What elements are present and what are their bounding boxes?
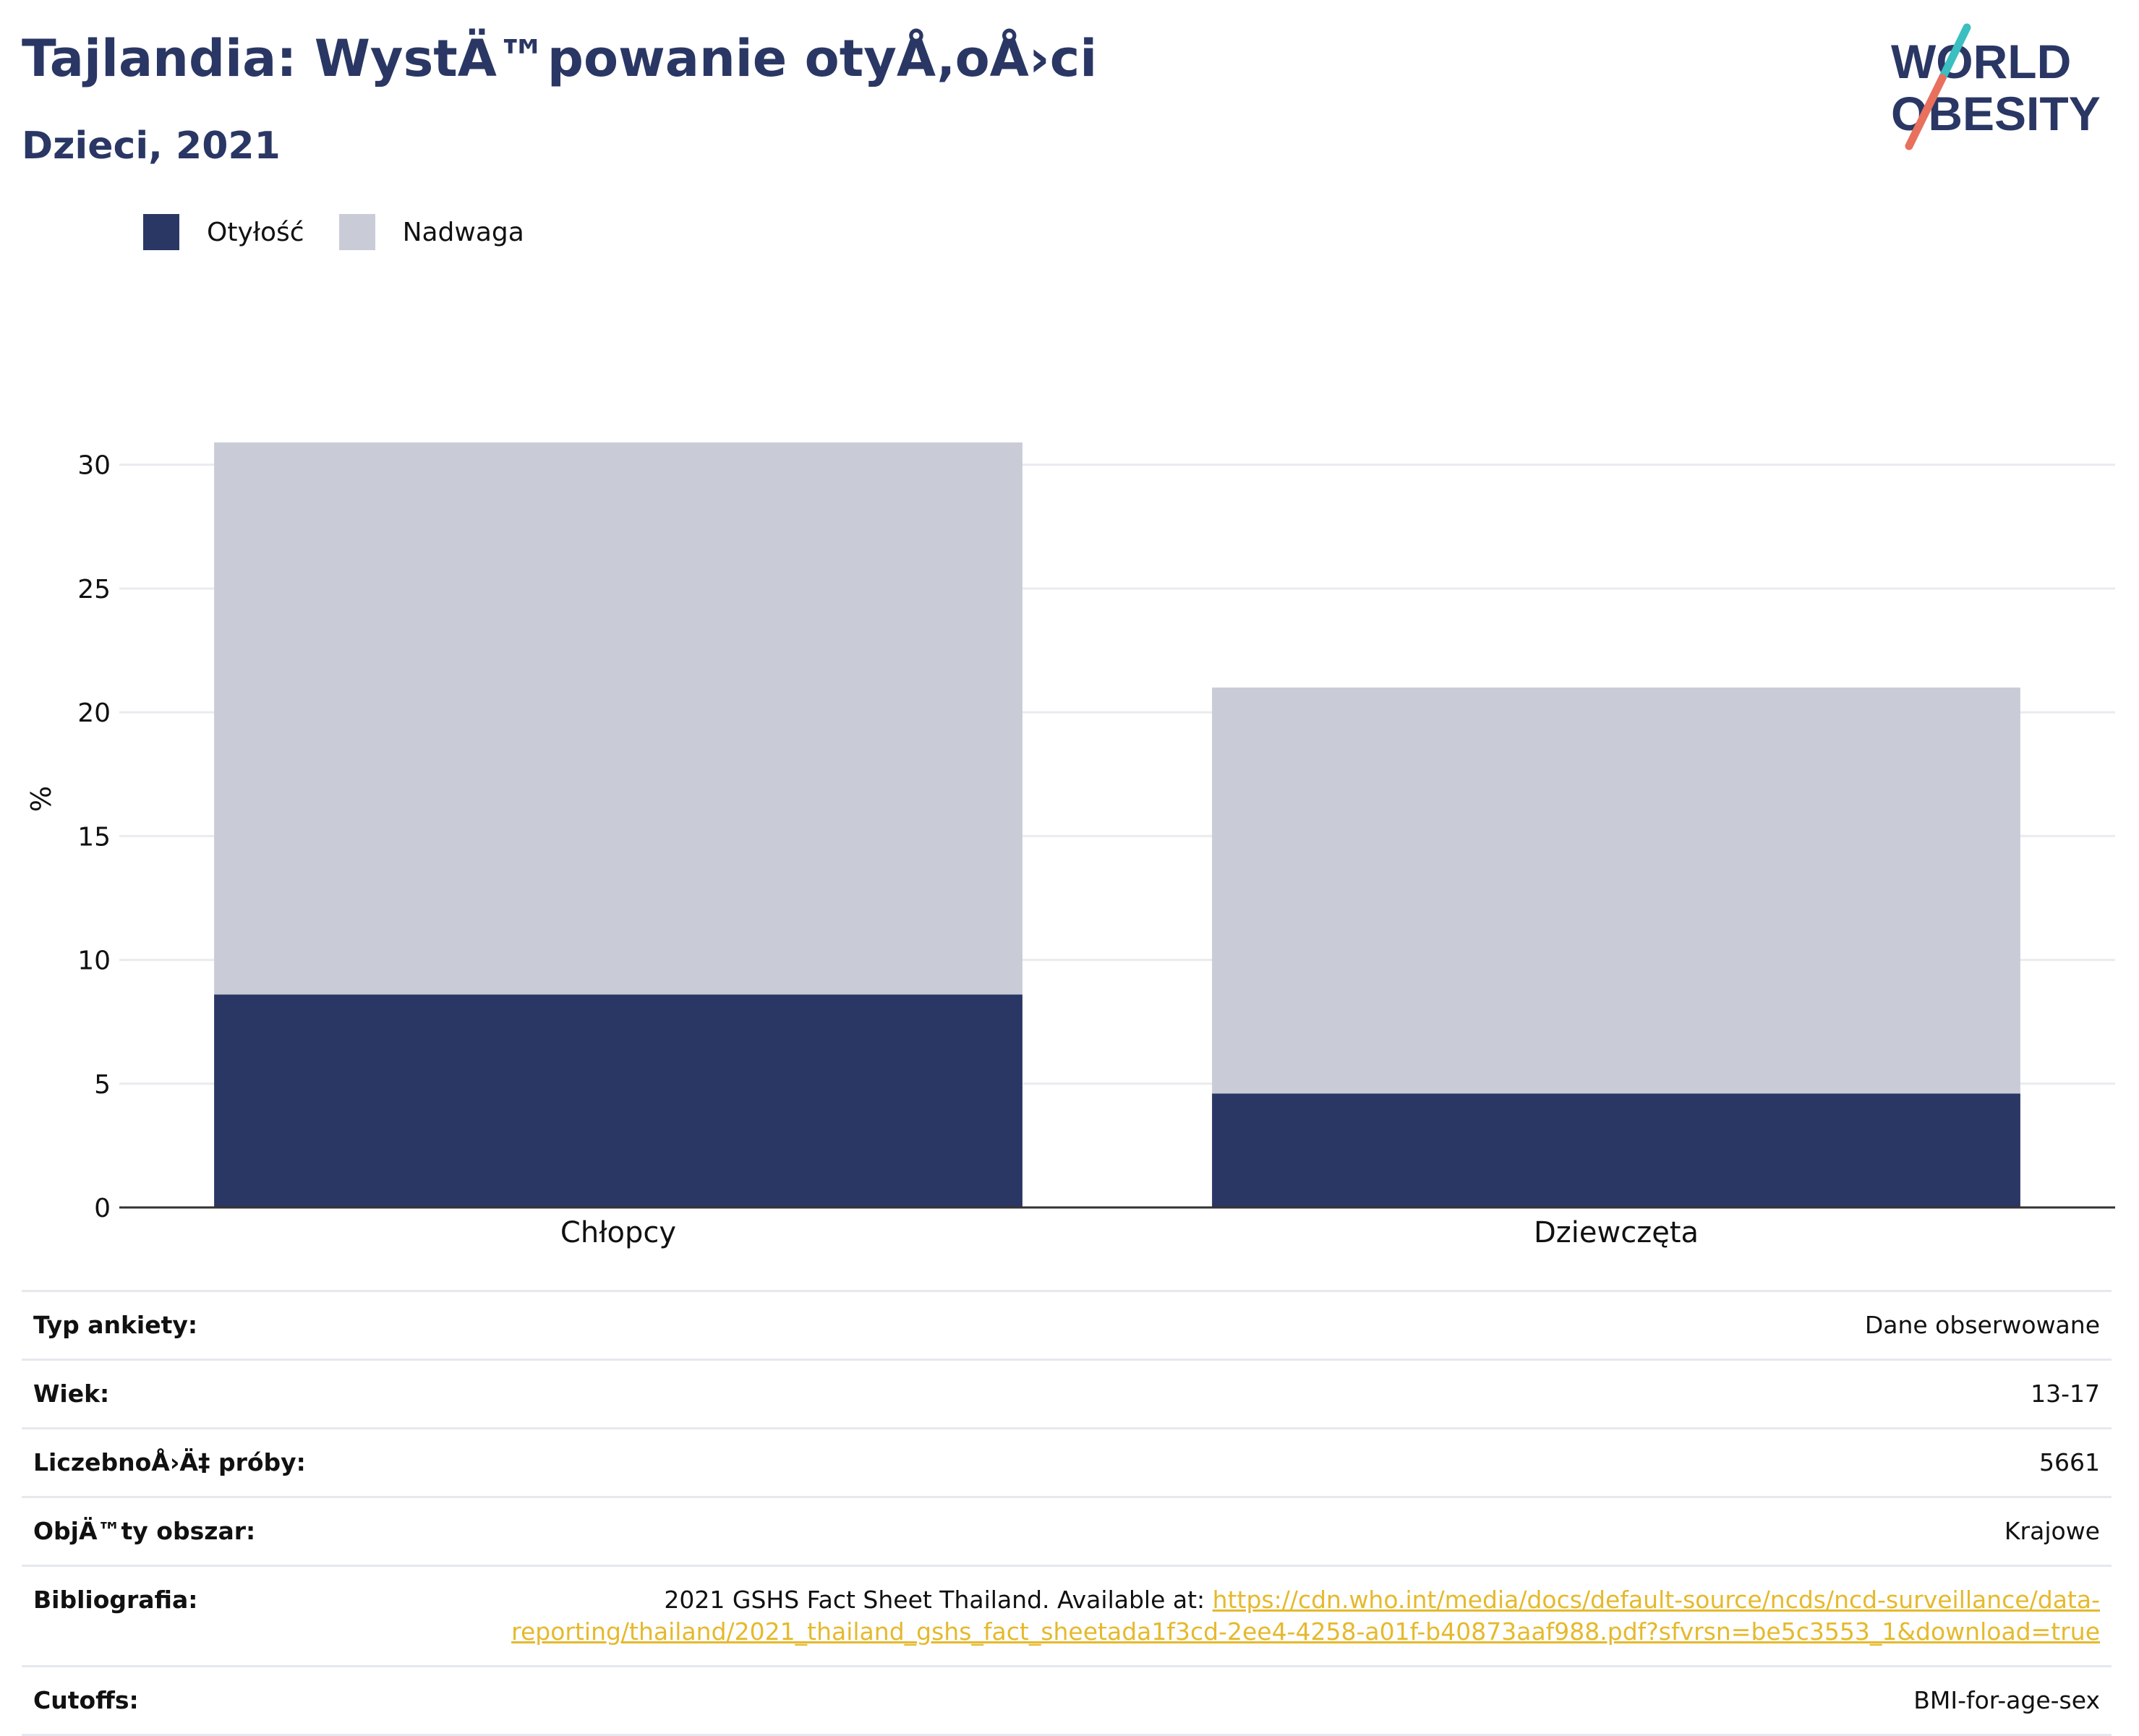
table-row: ObjÄ™ty obszar: Krajowe [22,1497,2112,1566]
table-row: Typ ankiety: Dane obserwowane [22,1291,2112,1360]
legend-label-overweight: Nadwaga [402,217,524,247]
logo-line-1: WORLD [1891,35,2071,88]
info-value: Krajowe [2004,1517,2100,1545]
info-key: LiczebnoÅ›Ä‡ próby: [33,1448,306,1476]
y-tick-label: 15 [77,822,111,852]
info-value: 13-17 [2031,1380,2100,1408]
info-key: Typ ankiety: [33,1311,198,1339]
world-obesity-logo: WORLD OBESITY [1891,23,2101,150]
stacked-bar-chart: 0 5 10 15 20 25 30% Chłopcy Dziewczęta [25,442,2115,1249]
table-row: Wiek: 13-17 [22,1359,2112,1429]
survey-info-table: Typ ankiety: Dane obserwowane Wiek: 13-1… [22,1290,2112,1736]
bar-overweight-girls [1212,687,2020,1094]
logo-slash-top [1938,23,1971,82]
info-key: Bibliografia: [33,1586,198,1614]
info-value: Dane obserwowane [1864,1311,2100,1339]
y-tick-label: 30 [77,451,111,481]
chart-subtitle: Dzieci, 2021 [22,124,281,168]
chart-title: Tajlandia: WystÄ™powanie otyÅ‚oÅ›ci [22,29,1098,88]
x-tick-label: Dziewczęta [1534,1216,1699,1249]
legend-swatch-obesity [143,214,179,250]
legend-label-obesity: Otyłość [207,217,304,247]
y-tick-label: 0 [94,1194,111,1223]
logo-slash-bottom [1905,74,1947,150]
bar-overweight-boys [214,442,1022,995]
y-tick-label: 25 [77,575,111,604]
y-tick-label: 5 [94,1070,111,1100]
info-key: ObjÄ™ty obszar: [33,1517,256,1545]
bibliography-text: 2021 GSHS Fact Sheet Thailand. Available… [664,1586,1205,1614]
info-value: 5661 [2039,1448,2100,1476]
bar-obesity-boys [214,994,1022,1207]
y-tick-label: 10 [77,946,111,976]
legend-item-overweight[interactable]: Nadwaga [338,214,524,250]
bar-obesity-girls [1212,1093,2020,1207]
info-key: Wiek: [33,1380,110,1408]
info-value: 2021 GSHS Fact Sheet Thailand. Available… [406,1566,2112,1667]
info-key: Cutoffs: [33,1686,139,1714]
info-value: BMI-for-age-sex [1913,1686,2100,1714]
table-row: Bibliografia: 2021 GSHS Fact Sheet Thail… [22,1565,2112,1667]
y-tick-label: 20 [77,698,111,728]
chart-legend: Otyłość Nadwaga [143,214,559,250]
legend-swatch-overweight [338,214,375,250]
legend-item-obesity[interactable]: Otyłość [143,214,304,250]
x-tick-label: Chłopcy [560,1216,676,1249]
y-axis-label: % [25,786,57,812]
bibliography-link[interactable]: https://cdn.who.int/media/docs/default-s… [511,1586,2100,1646]
table-row: Cutoffs: BMI-for-age-sex [22,1666,2112,1735]
table-row: LiczebnoÅ›Ä‡ próby: 5661 [22,1428,2112,1497]
